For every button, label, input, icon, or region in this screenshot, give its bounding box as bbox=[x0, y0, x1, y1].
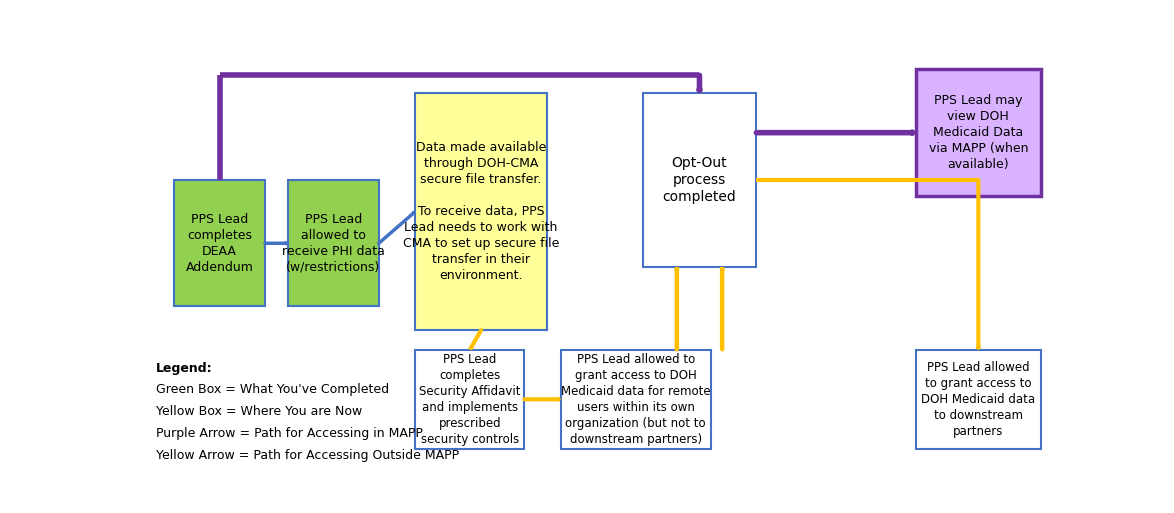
FancyBboxPatch shape bbox=[561, 350, 711, 449]
FancyBboxPatch shape bbox=[916, 350, 1041, 449]
Text: Opt-Out
process
completed: Opt-Out process completed bbox=[662, 156, 736, 204]
Text: PPS Lead allowed to
grant access to DOH
Medicaid data for remote
users within it: PPS Lead allowed to grant access to DOH … bbox=[561, 353, 710, 446]
FancyBboxPatch shape bbox=[288, 180, 379, 306]
Text: Yellow Arrow = Path for Accessing Outside MAPP: Yellow Arrow = Path for Accessing Outsid… bbox=[156, 449, 459, 462]
Text: PPS Lead
completes
Security Affidavit
and implements
prescribed
security control: PPS Lead completes Security Affidavit an… bbox=[419, 353, 520, 446]
Text: PPS Lead
allowed to
receive PHI data
(w/restrictions): PPS Lead allowed to receive PHI data (w/… bbox=[282, 213, 385, 274]
Text: Legend:: Legend: bbox=[156, 362, 212, 375]
Text: PPS Lead allowed
to grant access to
DOH Medicaid data
to downstream
partners: PPS Lead allowed to grant access to DOH … bbox=[922, 361, 1035, 438]
FancyBboxPatch shape bbox=[174, 180, 265, 306]
FancyBboxPatch shape bbox=[416, 350, 525, 449]
FancyBboxPatch shape bbox=[416, 93, 547, 330]
Text: Purple Arrow = Path for Accessing in MAPP: Purple Arrow = Path for Accessing in MAP… bbox=[156, 427, 423, 440]
FancyBboxPatch shape bbox=[642, 93, 756, 267]
Text: Data made available
through DOH-CMA
secure file transfer.

To receive data, PPS
: Data made available through DOH-CMA secu… bbox=[403, 141, 559, 282]
Text: Yellow Box = Where You are Now: Yellow Box = Where You are Now bbox=[156, 405, 362, 418]
FancyBboxPatch shape bbox=[916, 69, 1041, 196]
Text: PPS Lead
completes
DEAA
Addendum: PPS Lead completes DEAA Addendum bbox=[185, 213, 254, 274]
Text: PPS Lead may
view DOH
Medicaid Data
via MAPP (when
available): PPS Lead may view DOH Medicaid Data via … bbox=[929, 94, 1028, 171]
Text: Green Box = What You've Completed: Green Box = What You've Completed bbox=[156, 384, 389, 397]
